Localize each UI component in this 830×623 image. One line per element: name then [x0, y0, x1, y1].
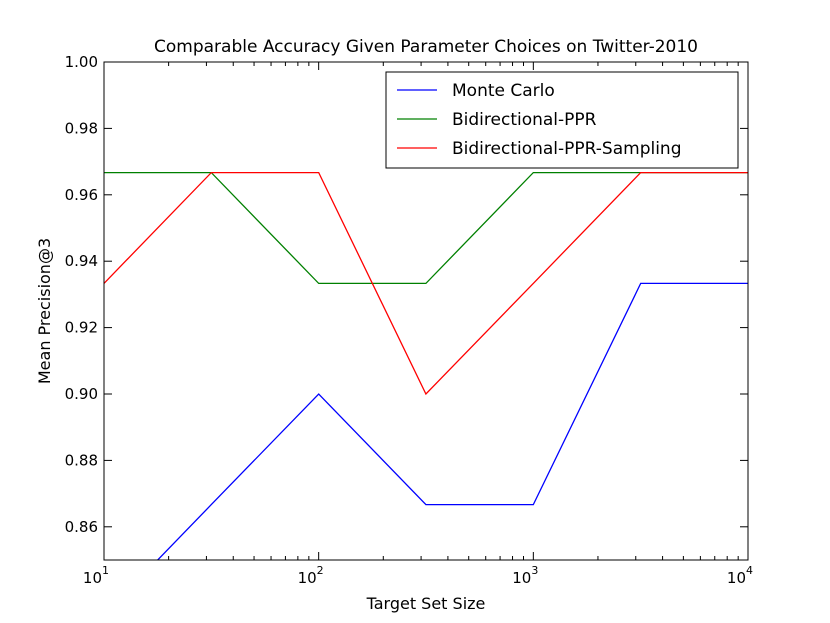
y-tick-label: 0.86 — [65, 518, 98, 536]
y-tick-label: 0.88 — [65, 451, 98, 469]
legend-items: Monte Carlo Bidirectional-PPR Bidirectiona… — [397, 81, 682, 159]
y-tick-label: 0.90 — [65, 385, 98, 403]
y-tick-label: 0.92 — [65, 319, 98, 337]
series-layer — [104, 171, 748, 560]
y-tick-label: 0.98 — [65, 119, 98, 137]
x-tick-label-base: 10 — [83, 569, 102, 587]
x-tick-label: 10 1 — [83, 564, 109, 587]
series-line-0 — [156, 282, 748, 560]
x-axis-label: Target Set Size — [366, 594, 486, 613]
y-tick-label: 0.96 — [65, 186, 98, 204]
x-tick-label-base: 10 — [512, 569, 531, 587]
x-tick-label-exponent: 3 — [531, 564, 538, 577]
legend-label-2: Bidirectional-PPR-Sampling — [452, 139, 682, 159]
series-line-2 — [104, 171, 748, 396]
x-tick-label: 10 4 — [727, 564, 753, 587]
x-tick-label-exponent: 2 — [317, 564, 324, 577]
y-tick-label: 0.94 — [65, 252, 98, 270]
plot-frame — [103, 61, 749, 561]
x-tick-label: 10 3 — [512, 564, 538, 587]
x-tick-label-exponent: 1 — [102, 564, 109, 577]
x-tick-label: 10 2 — [298, 564, 324, 587]
legend-label-0: Monte Carlo — [452, 81, 555, 101]
x-tick-label-base: 10 — [727, 569, 746, 587]
chart-title: Comparable Accuracy Given Parameter Choi… — [154, 37, 698, 57]
legend: Monte Carlo Bidirectional-PPR Bidirectiona… — [385, 71, 739, 169]
series-line-1 — [104, 171, 748, 285]
x-tick-label-exponent: 4 — [746, 564, 753, 577]
legend-label-1: Bidirectional-PPR — [452, 110, 597, 130]
y-axis-label: Mean Precision@3 — [35, 238, 54, 384]
y-tick-label: 1.00 — [65, 53, 98, 71]
x-tick-label-base: 10 — [298, 569, 317, 587]
legend-box — [385, 71, 739, 169]
